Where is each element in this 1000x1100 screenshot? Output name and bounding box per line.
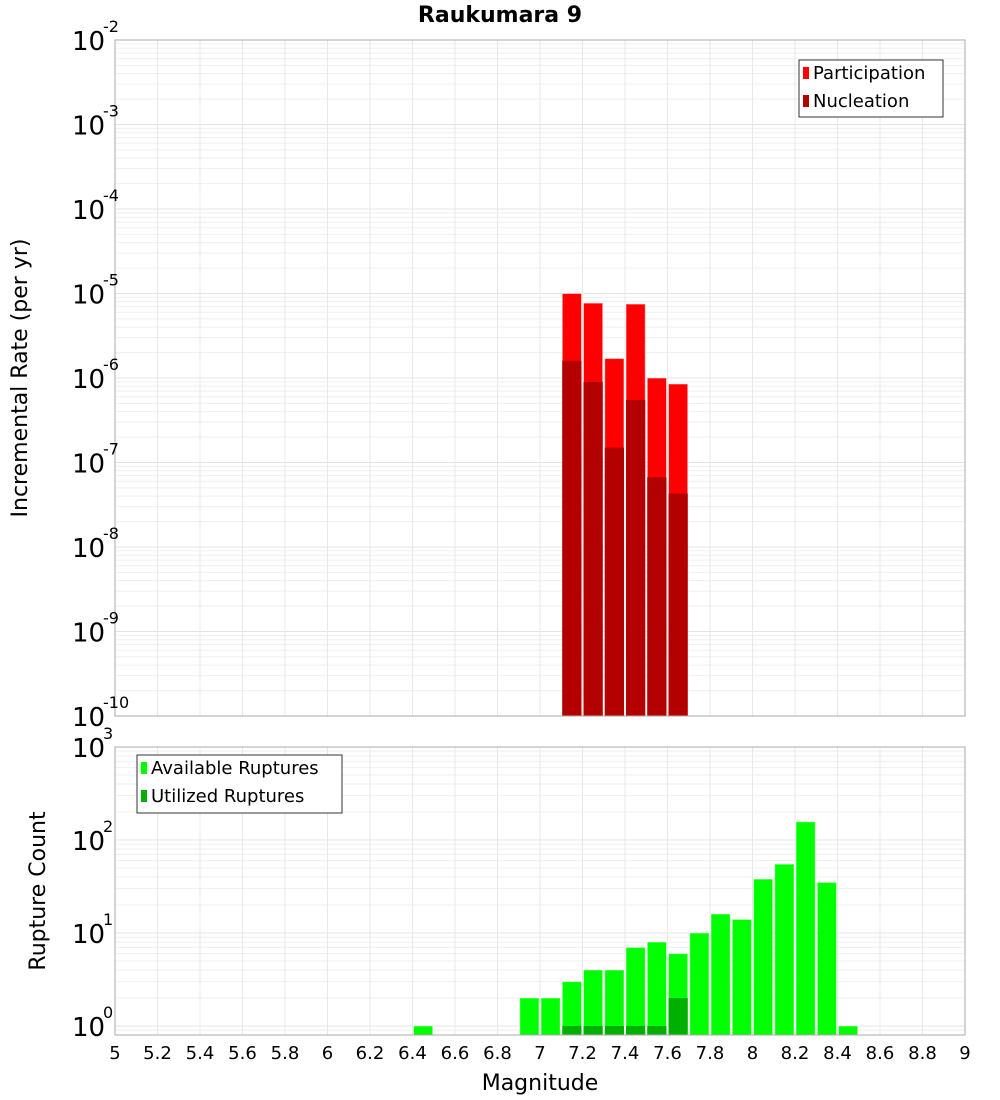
y-tick-exponent: -4 bbox=[103, 186, 119, 205]
utilized-ruptures-bar bbox=[647, 1026, 667, 1035]
x-tick-label: 7.6 bbox=[653, 1043, 682, 1064]
y-tick-label: 10 bbox=[72, 27, 105, 57]
y-tick-label: 10 bbox=[72, 196, 105, 226]
legend-swatch bbox=[803, 95, 809, 107]
x-tick-label: 8 bbox=[747, 1043, 758, 1064]
y-tick-label: 10 bbox=[72, 365, 105, 395]
x-tick-label: 7.4 bbox=[611, 1043, 640, 1064]
plot-border bbox=[114, 746, 966, 1036]
available-ruptures-bar bbox=[413, 1025, 434, 1036]
available-ruptures-bar bbox=[689, 932, 710, 1036]
x-tick-label: 8.8 bbox=[908, 1043, 937, 1064]
y-tick-label: 10 bbox=[72, 112, 105, 142]
available-ruptures-bar bbox=[816, 881, 837, 1036]
x-tick-label: 8.2 bbox=[781, 1043, 810, 1064]
y-tick-label: 10 bbox=[72, 281, 105, 311]
y-tick-label: 10 bbox=[72, 534, 105, 564]
utilized-ruptures-bar bbox=[562, 1026, 582, 1035]
y-tick-exponent: -2 bbox=[103, 17, 119, 36]
nucleation-bar bbox=[604, 447, 624, 716]
legend-box bbox=[798, 59, 944, 118]
x-tick-label: 7.8 bbox=[696, 1043, 725, 1064]
nucleation-bar bbox=[647, 477, 667, 716]
y-tick-label: 10 bbox=[72, 920, 105, 950]
available-ruptures-bar bbox=[838, 1025, 859, 1036]
plot-border bbox=[114, 39, 966, 717]
available-ruptures-bar bbox=[519, 997, 540, 1036]
y-tick-exponent: 2 bbox=[103, 817, 113, 836]
x-axis-label: Magnitude bbox=[482, 1071, 599, 1096]
available-ruptures-bar bbox=[774, 863, 795, 1036]
available-ruptures-bar bbox=[731, 918, 752, 1036]
x-tick-label: 8.4 bbox=[823, 1043, 852, 1064]
x-tick-label: 5.8 bbox=[271, 1043, 300, 1064]
x-tick-label: 6.4 bbox=[398, 1043, 427, 1064]
top-y-axis-label: Incremental Rate (per yr) bbox=[8, 239, 33, 518]
legend-swatch bbox=[803, 67, 809, 79]
legend-swatch bbox=[141, 762, 147, 774]
utilized-ruptures-bar bbox=[668, 998, 688, 1035]
available-ruptures-bar bbox=[540, 997, 561, 1036]
y-tick-exponent: 1 bbox=[103, 910, 113, 929]
x-tick-label: 7 bbox=[534, 1043, 545, 1064]
legend-label: Utilized Ruptures bbox=[151, 786, 304, 807]
y-tick-label: 10 bbox=[72, 619, 105, 649]
y-tick-label: 10 bbox=[72, 703, 105, 733]
y-tick-exponent: -7 bbox=[103, 440, 119, 459]
x-tick-label: 5.6 bbox=[228, 1043, 257, 1064]
x-tick-label: 9 bbox=[959, 1043, 970, 1064]
legend-label: Participation bbox=[813, 63, 925, 84]
y-tick-exponent: -6 bbox=[103, 355, 119, 374]
x-tick-label: 7.2 bbox=[568, 1043, 597, 1064]
available-ruptures-bar bbox=[646, 941, 667, 1036]
available-ruptures-bar bbox=[583, 969, 604, 1036]
available-ruptures-bar bbox=[753, 878, 774, 1036]
y-tick-label: 10 bbox=[72, 734, 105, 764]
y-tick-exponent: -3 bbox=[103, 102, 119, 121]
available-ruptures-bar bbox=[710, 913, 731, 1036]
chart-title: Raukumara 9 bbox=[418, 3, 582, 28]
y-tick-exponent: -5 bbox=[103, 271, 119, 290]
x-tick-label: 5.4 bbox=[186, 1043, 215, 1064]
nucleation-bar bbox=[668, 493, 688, 716]
legend-label: Nucleation bbox=[813, 91, 909, 112]
y-tick-exponent: 3 bbox=[103, 724, 113, 743]
x-tick-label: 8.6 bbox=[866, 1043, 895, 1064]
x-tick-label: 6 bbox=[322, 1043, 333, 1064]
utilized-ruptures-bar bbox=[626, 1026, 646, 1035]
bottom-y-axis-label: Rupture Count bbox=[26, 811, 51, 971]
y-tick-exponent: -9 bbox=[103, 609, 119, 628]
utilized-ruptures-bar bbox=[604, 1026, 624, 1035]
y-tick-exponent: -8 bbox=[103, 524, 119, 543]
y-tick-exponent: 0 bbox=[103, 1003, 113, 1022]
x-tick-label: 6.8 bbox=[483, 1043, 512, 1064]
y-tick-exponent: -10 bbox=[103, 693, 129, 712]
rate-plot: 10-1010-910-810-710-610-510-410-310-2Par… bbox=[72, 17, 966, 733]
nucleation-bar bbox=[583, 381, 603, 716]
available-ruptures-bar bbox=[625, 946, 646, 1036]
x-tick-label: 6.6 bbox=[441, 1043, 470, 1064]
y-tick-label: 10 bbox=[72, 450, 105, 480]
legend-box bbox=[136, 754, 343, 814]
available-ruptures-bar bbox=[604, 969, 625, 1036]
nucleation-bar bbox=[626, 399, 646, 716]
y-tick-label: 10 bbox=[72, 1013, 105, 1043]
legend-label: Available Ruptures bbox=[151, 758, 319, 779]
available-ruptures-bar bbox=[795, 821, 816, 1036]
y-tick-label: 10 bbox=[72, 827, 105, 857]
x-tick-label: 5.2 bbox=[143, 1043, 172, 1064]
legend-swatch bbox=[141, 790, 147, 802]
x-tick-label: 5 bbox=[109, 1043, 120, 1064]
x-tick-label: 6.2 bbox=[356, 1043, 385, 1064]
nucleation-bar bbox=[562, 360, 582, 716]
utilized-ruptures-bar bbox=[583, 1026, 603, 1035]
